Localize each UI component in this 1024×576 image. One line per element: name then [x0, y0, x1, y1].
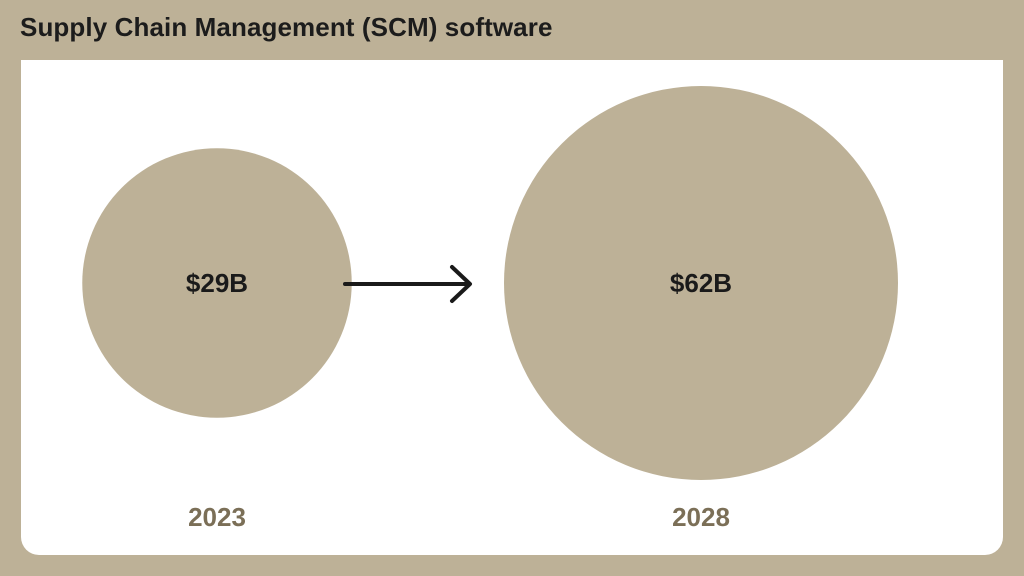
- bubble-2023: [82, 148, 352, 418]
- chart-title: Supply Chain Management (SCM) software: [20, 12, 553, 42]
- year-label-2023: 2023: [188, 502, 246, 532]
- value-label-2023: $29B: [186, 268, 248, 298]
- arrow-right-icon: [343, 265, 472, 303]
- value-label-2028: $62B: [670, 268, 732, 298]
- bubble-2028: [504, 86, 898, 480]
- year-label-2028: 2028: [672, 502, 730, 532]
